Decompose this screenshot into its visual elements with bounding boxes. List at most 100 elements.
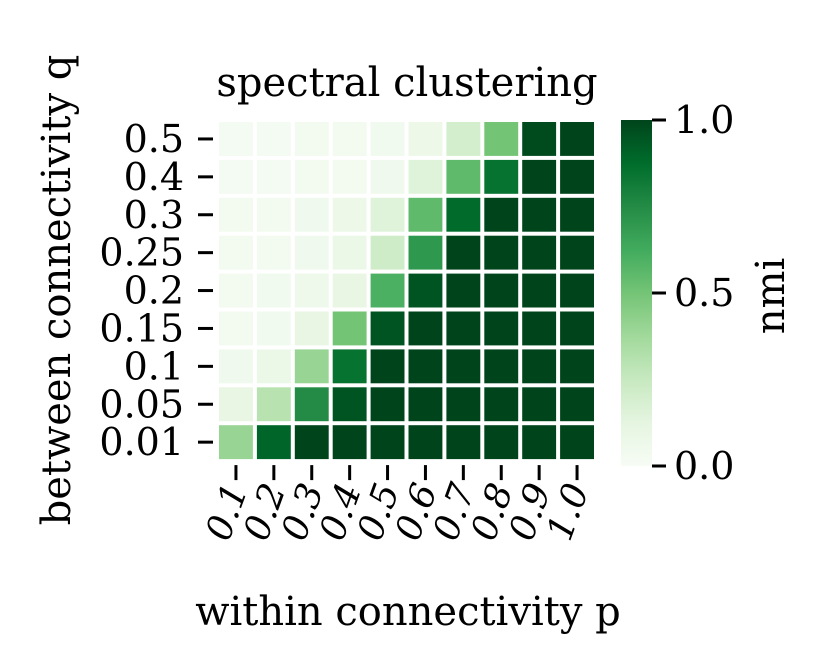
y-tick-label: 0.2 xyxy=(124,269,184,313)
heatmap-cell xyxy=(446,425,481,460)
heatmap-cell xyxy=(522,197,557,232)
y-tick-label: 0.4 xyxy=(124,155,184,199)
heatmap-cell xyxy=(219,159,253,194)
heatmap-cell xyxy=(219,235,253,270)
heatmap-cell xyxy=(294,349,329,384)
heatmap-cell xyxy=(332,349,367,384)
heatmap-cell xyxy=(446,311,481,346)
heatmap-cell xyxy=(446,122,481,156)
heatmap-cell xyxy=(256,349,291,384)
heatmap-cell xyxy=(522,159,557,194)
heatmap-cell xyxy=(522,387,557,422)
colorbar-tick-label: 1.0 xyxy=(674,98,734,142)
heatmap-cell xyxy=(484,122,519,156)
heatmap-cell xyxy=(408,273,443,308)
heatmap-cell xyxy=(484,349,519,384)
heatmap-cell xyxy=(370,122,405,156)
x-axis-ticks: 0.10.20.30.40.50.60.70.80.91.0 xyxy=(198,465,598,546)
heatmap-cell xyxy=(256,122,291,156)
heatmap-cell xyxy=(370,273,405,308)
heatmap-cell xyxy=(256,387,291,422)
heatmap-cell xyxy=(219,311,253,346)
heatmap-cell xyxy=(522,273,557,308)
heatmap-cell xyxy=(294,273,329,308)
heatmap-cell xyxy=(370,159,405,194)
heatmap-cell xyxy=(560,387,594,422)
heatmap-cell xyxy=(294,159,329,194)
heatmap-cell xyxy=(332,159,367,194)
heatmap-cell xyxy=(256,197,291,232)
heatmap-cell xyxy=(408,425,443,460)
heatmap-cell xyxy=(408,122,443,156)
heatmap-cell xyxy=(446,235,481,270)
heatmap-cell xyxy=(408,159,443,194)
heatmap-cell xyxy=(560,197,594,232)
heatmap-cell xyxy=(370,197,405,232)
heatmap-cell xyxy=(446,349,481,384)
heatmap-cell xyxy=(446,159,481,194)
y-tick-label: 0.3 xyxy=(124,193,184,237)
heatmap-cell xyxy=(484,159,519,194)
heatmap-cell xyxy=(370,235,405,270)
heatmap-cell xyxy=(256,311,291,346)
heatmap-cell xyxy=(560,311,594,346)
heatmap-cell xyxy=(370,349,405,384)
heatmap-cells xyxy=(219,122,594,460)
heatmap-cell xyxy=(522,122,557,156)
heatmap-cell xyxy=(256,235,291,270)
heatmap-cell xyxy=(446,273,481,308)
heatmap-cell xyxy=(560,235,594,270)
heatmap-cell xyxy=(484,197,519,232)
y-tick-label: 0.05 xyxy=(99,382,184,426)
heatmap-cell xyxy=(332,273,367,308)
heatmap-cell xyxy=(484,387,519,422)
heatmap-cell xyxy=(332,387,367,422)
heatmap-cell xyxy=(370,387,405,422)
y-tick-label: 0.5 xyxy=(124,117,184,161)
heatmap-cell xyxy=(332,235,367,270)
heatmap-cell xyxy=(484,235,519,270)
heatmap-cell xyxy=(219,197,253,232)
heatmap-cell xyxy=(332,122,367,156)
heatmap-cell xyxy=(256,159,291,194)
heatmap-cell xyxy=(219,387,253,422)
heatmap-cell xyxy=(219,349,253,384)
colorbar-tick-label: 0.5 xyxy=(674,271,734,315)
heatmap-cell xyxy=(294,425,329,460)
heatmap-cell xyxy=(522,311,557,346)
y-tick-label: 0.1 xyxy=(124,344,184,388)
heatmap-cell xyxy=(332,197,367,232)
heatmap-cell xyxy=(294,197,329,232)
heatmap-cell xyxy=(484,311,519,346)
heatmap-cell xyxy=(294,311,329,346)
colorbar-ticks: 0.0 0.5 1.0 xyxy=(652,98,734,488)
heatmap-cell xyxy=(370,311,405,346)
heatmap-cell xyxy=(408,349,443,384)
heatmap-cell xyxy=(446,197,481,232)
heatmap-cell xyxy=(560,122,594,156)
colorbar-label: nmi xyxy=(748,258,794,334)
y-axis-label: between connectivity q xyxy=(34,55,80,526)
x-axis-label: within connectivity p xyxy=(195,589,620,635)
chart-title: spectral clustering xyxy=(216,60,597,106)
heatmap-cell xyxy=(484,273,519,308)
heatmap-cell xyxy=(522,425,557,460)
heatmap-cell xyxy=(408,197,443,232)
heatmap-cell xyxy=(370,425,405,460)
heatmap-cell xyxy=(560,425,594,460)
heatmap-cell xyxy=(484,425,519,460)
heatmap-cell xyxy=(219,273,253,308)
heatmap-cell xyxy=(560,159,594,194)
y-tick-label: 0.25 xyxy=(99,231,184,275)
heatmap-cell xyxy=(560,273,594,308)
y-tick-label: 0.15 xyxy=(99,306,184,350)
heatmap-cell xyxy=(256,273,291,308)
heatmap-cell xyxy=(560,349,594,384)
heatmap-cell xyxy=(408,387,443,422)
colorbar-tick-label: 0.0 xyxy=(674,444,734,488)
heatmap-cell xyxy=(446,387,481,422)
heatmap-cell xyxy=(294,387,329,422)
heatmap-cell xyxy=(408,235,443,270)
heatmap-cell xyxy=(408,311,443,346)
